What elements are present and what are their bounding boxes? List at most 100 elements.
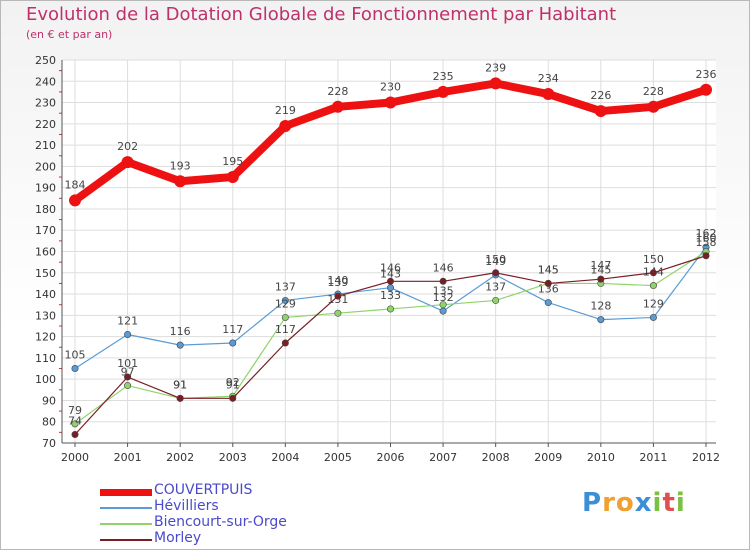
data-point	[124, 330, 132, 338]
data-label: 91	[173, 378, 187, 391]
data-point	[334, 309, 342, 317]
y-tick-label: 70	[42, 437, 56, 450]
legend-label: Biencourt-sur-Orge	[154, 514, 287, 530]
x-tick-label: 2006	[377, 451, 405, 464]
x-tick-label: 2011	[639, 451, 667, 464]
data-point	[281, 296, 289, 304]
data-label: 128	[590, 300, 611, 313]
data-point	[439, 277, 447, 285]
data-label: 135	[433, 285, 454, 298]
y-tick-label: 240	[35, 75, 56, 88]
y-tick-label: 130	[35, 309, 56, 322]
y-tick-label: 100	[35, 373, 56, 386]
data-label: 236	[696, 68, 717, 81]
y-tick-label: 230	[35, 97, 56, 110]
data-label: 140	[327, 274, 348, 287]
x-tick-label: 2005	[324, 451, 352, 464]
logo-letter: t	[662, 488, 676, 518]
data-label: 137	[275, 280, 296, 293]
y-tick-label: 170	[35, 224, 56, 237]
data-point	[492, 269, 500, 277]
data-point	[597, 316, 605, 324]
data-label: 136	[538, 283, 559, 296]
data-label: 235	[433, 70, 454, 83]
data-point	[334, 292, 342, 300]
data-point	[331, 100, 344, 113]
data-point	[597, 275, 605, 283]
data-label: 162	[696, 227, 717, 240]
data-point	[649, 269, 657, 277]
data-label: 145	[538, 263, 559, 276]
y-tick-label: 220	[35, 118, 56, 131]
data-point	[594, 105, 607, 118]
y-tick-label: 120	[35, 331, 56, 344]
logo-letter: i	[675, 488, 686, 518]
data-label: 239	[485, 61, 506, 74]
data-label: 149	[485, 255, 506, 268]
data-point	[229, 339, 237, 347]
legend-swatch	[100, 507, 152, 509]
data-label: 145	[538, 263, 559, 276]
data-label: 228	[643, 85, 664, 98]
data-point	[176, 341, 184, 349]
data-label: 91	[226, 378, 240, 391]
data-label: 74	[68, 414, 82, 427]
data-label: 91	[173, 378, 187, 391]
data-label: 117	[222, 323, 243, 336]
data-label: 129	[643, 297, 664, 310]
data-label: 121	[117, 314, 138, 327]
logo-letter: r	[602, 488, 616, 518]
chart-title: Evolution de la Dotation Globale de Fonc…	[26, 4, 617, 25]
data-point	[542, 88, 555, 101]
data-point	[544, 299, 552, 307]
logo-letter: x	[634, 488, 653, 518]
legend-swatch	[100, 539, 152, 541]
data-label: 219	[275, 104, 296, 117]
data-label: 234	[538, 72, 559, 85]
data-label: 228	[327, 85, 348, 98]
x-tick-label: 2010	[587, 451, 615, 464]
x-tick-label: 2003	[219, 451, 247, 464]
data-point	[386, 305, 394, 313]
data-label: 202	[117, 140, 138, 153]
data-label: 150	[485, 253, 506, 266]
data-point	[281, 339, 289, 347]
x-tick-label: 2009	[534, 451, 562, 464]
data-point	[384, 96, 397, 109]
y-tick-label: 250	[35, 54, 56, 67]
data-point	[489, 77, 502, 90]
data-point	[71, 365, 79, 373]
y-tick-label: 150	[35, 267, 56, 280]
data-label: 129	[275, 297, 296, 310]
legend-swatch	[100, 523, 152, 525]
data-point	[71, 430, 79, 438]
data-point	[647, 100, 660, 113]
data-label: 101	[117, 357, 138, 370]
data-label: 79	[68, 404, 82, 417]
data-label: 230	[380, 81, 401, 94]
data-point	[71, 420, 79, 428]
data-label: 195	[222, 155, 243, 168]
data-point	[124, 373, 132, 381]
y-tick-label: 210	[35, 139, 56, 152]
data-label: 92	[226, 376, 240, 389]
data-point	[229, 394, 237, 402]
data-point	[702, 252, 710, 260]
data-label: 147	[590, 259, 611, 272]
logo-letter: o	[615, 488, 635, 518]
data-point	[700, 83, 712, 96]
data-point	[121, 156, 134, 169]
data-label: 146	[433, 261, 454, 274]
data-point	[649, 282, 657, 290]
data-point	[492, 296, 500, 304]
data-label: 131	[327, 293, 348, 306]
legend-label: Morley	[154, 530, 202, 546]
data-point	[544, 279, 552, 287]
data-point	[174, 175, 187, 188]
data-label: 158	[696, 236, 717, 249]
data-point	[226, 171, 239, 184]
legend-label: COUVERTPUIS	[154, 482, 253, 498]
data-label: 146	[380, 261, 401, 274]
data-label: 139	[327, 276, 348, 289]
data-label: 133	[380, 289, 401, 302]
